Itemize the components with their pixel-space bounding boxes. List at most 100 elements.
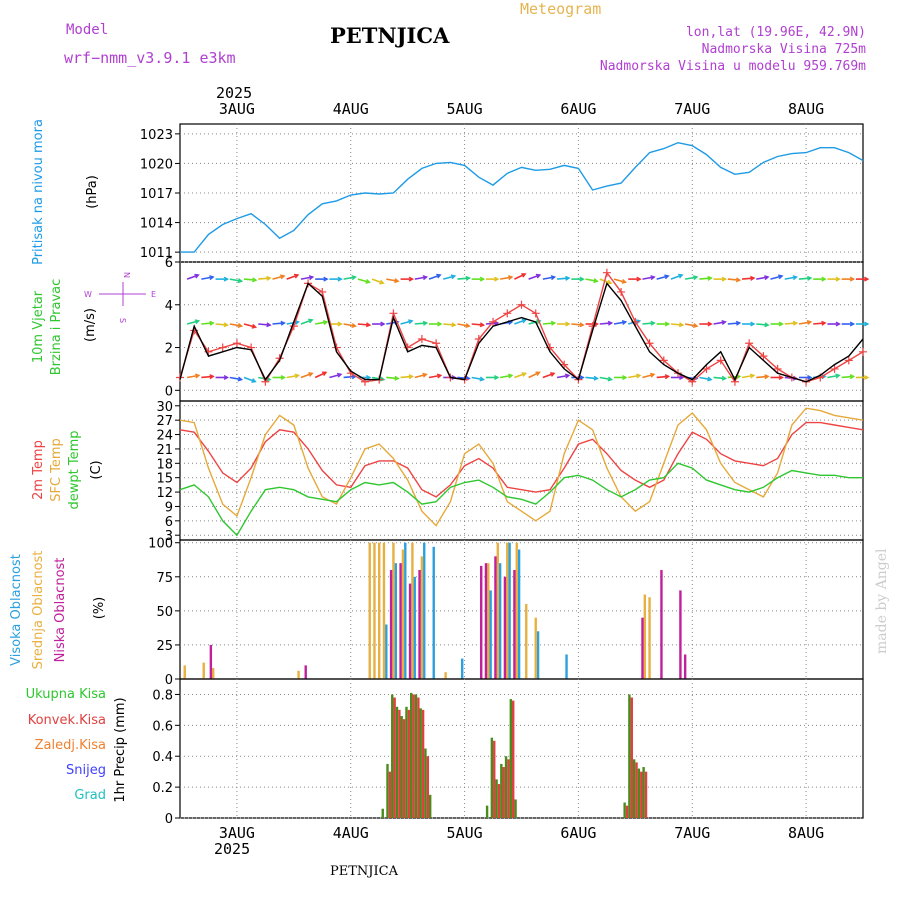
precip-title-total: Ukupna Kisa xyxy=(26,687,106,702)
bar-visoka-oblacnost xyxy=(508,542,511,679)
wind-arrow-head xyxy=(479,276,486,282)
bar-konvek-kisa xyxy=(502,767,505,818)
wind-arrow-head xyxy=(436,373,443,379)
wind-arrow-head xyxy=(621,278,627,284)
y-tick-label: 1023 xyxy=(140,128,173,143)
wind-arrow xyxy=(229,376,242,381)
wind-arrow-head xyxy=(550,275,557,281)
wind-arrow xyxy=(243,376,256,383)
wind-arrow-head xyxy=(521,273,527,278)
cloud-unit: (%) xyxy=(92,597,107,620)
wind-arrow xyxy=(286,321,299,325)
y-tick-label: 1017 xyxy=(140,187,173,202)
y-tick-label: 6 xyxy=(165,515,173,530)
bar-konvek-kisa xyxy=(644,771,648,818)
bar-ukupna-kisa xyxy=(514,799,517,818)
wind-arrow-head xyxy=(251,378,257,383)
bar-niska-oblacnost xyxy=(304,665,307,679)
wind-speed-marker xyxy=(830,364,839,373)
bar-srednja-oblacnost xyxy=(515,542,518,679)
wind-arrow-head xyxy=(194,373,201,379)
wind-arrow xyxy=(201,276,214,280)
bar-visoka-oblacnost xyxy=(432,546,435,679)
wind-arrow xyxy=(713,376,726,380)
wind-speed-marker xyxy=(617,287,626,296)
bar-konvek-kisa xyxy=(426,756,430,818)
y-tick-label: 15 xyxy=(156,472,173,487)
wind-arrow xyxy=(215,323,228,326)
bar-srednja-oblacnost xyxy=(212,668,215,679)
bar-ukupna-kisa xyxy=(410,692,413,818)
wind-arrow-head xyxy=(707,321,713,327)
wind-arrow-head xyxy=(564,373,571,379)
wind-arrow-head xyxy=(194,273,200,279)
y-tick-label: 0.8 xyxy=(152,688,173,703)
series-line-pritisak-na-nivou-mora xyxy=(180,141,864,253)
wind-speed-marker xyxy=(503,309,512,318)
series-line-dewpt-temp xyxy=(179,462,863,537)
wind-arrow-head xyxy=(821,276,827,282)
y-tick-label: 0.6 xyxy=(152,719,173,734)
wind-arrow xyxy=(186,320,199,325)
y-tick-label: 0 xyxy=(165,673,173,688)
y-tick-label: 1014 xyxy=(140,217,173,232)
bar-niska-oblacnost xyxy=(641,617,644,679)
bar-visoka-oblacnost xyxy=(404,542,407,679)
pressure-unit: (hPa) xyxy=(85,175,100,209)
wind-arrow xyxy=(542,276,555,280)
wind-arrow xyxy=(798,321,811,325)
temp-unit: (C) xyxy=(89,460,104,479)
model-label: Model xyxy=(66,22,108,38)
compass-north: N xyxy=(122,272,131,278)
wind-arrow-head xyxy=(308,372,314,377)
bar-srednja-oblacnost xyxy=(378,542,381,679)
wind-arrow-head xyxy=(394,278,400,284)
bar-ukupna-kisa xyxy=(500,763,503,818)
bar-niska-oblacnost xyxy=(209,644,213,679)
wind-arrow xyxy=(741,277,755,280)
wind-arrow-head xyxy=(237,376,244,382)
wind-arrow xyxy=(243,323,256,328)
wind-speed-marker xyxy=(659,356,668,365)
wind-arrow-head xyxy=(565,321,571,327)
bar-konvek-kisa xyxy=(497,784,501,818)
series-line-2m-temp xyxy=(179,421,864,498)
wind-arrow-head xyxy=(209,320,215,326)
wind-arrow-head xyxy=(579,276,585,282)
wind-arrow-head xyxy=(337,321,343,327)
y-tick-label: 27 xyxy=(156,414,173,429)
wind-arrow-head xyxy=(437,321,443,327)
wind-arrow-head xyxy=(649,372,656,378)
wind-arrow xyxy=(300,276,313,280)
bar-srednja-oblacnost xyxy=(444,672,447,679)
wind-arrow-head xyxy=(422,372,428,378)
day-label-top: 3AUG xyxy=(219,100,255,118)
bar-srednja-oblacnost xyxy=(643,594,647,679)
wind-title: 10m Vjetar xyxy=(31,290,46,363)
y-tick-label: 30 xyxy=(156,400,173,415)
bar-ukupna-kisa xyxy=(642,767,645,818)
wind-arrow xyxy=(386,376,399,380)
bar-konvek-kisa xyxy=(412,694,415,818)
wind-arrow-head xyxy=(692,323,699,329)
wind-arrow-head xyxy=(465,323,471,329)
footer-location: PETNJICA xyxy=(330,864,399,879)
wind-arrow xyxy=(186,274,199,280)
wind-arrow-head xyxy=(778,374,784,381)
wind-arrow-head xyxy=(835,321,841,327)
bar-ukupna-kisa xyxy=(509,699,513,818)
wind-arrow xyxy=(457,323,470,327)
y-tick-label: 12 xyxy=(156,486,173,501)
wind-arrow xyxy=(443,323,456,326)
wind-arrow-head xyxy=(721,276,728,282)
bar-ukupna-kisa xyxy=(628,694,631,818)
wind-arrow-head xyxy=(721,375,728,381)
wind-arrow xyxy=(770,275,783,280)
wind-arrow xyxy=(827,374,840,379)
bar-konvek-kisa xyxy=(417,697,420,818)
y-tick-label: 0 xyxy=(165,812,173,827)
wind-arrow xyxy=(428,374,441,379)
y-tick-label: 25 xyxy=(156,639,173,654)
wind-arrow-head xyxy=(394,375,400,381)
wind-arrow-head xyxy=(764,322,770,328)
